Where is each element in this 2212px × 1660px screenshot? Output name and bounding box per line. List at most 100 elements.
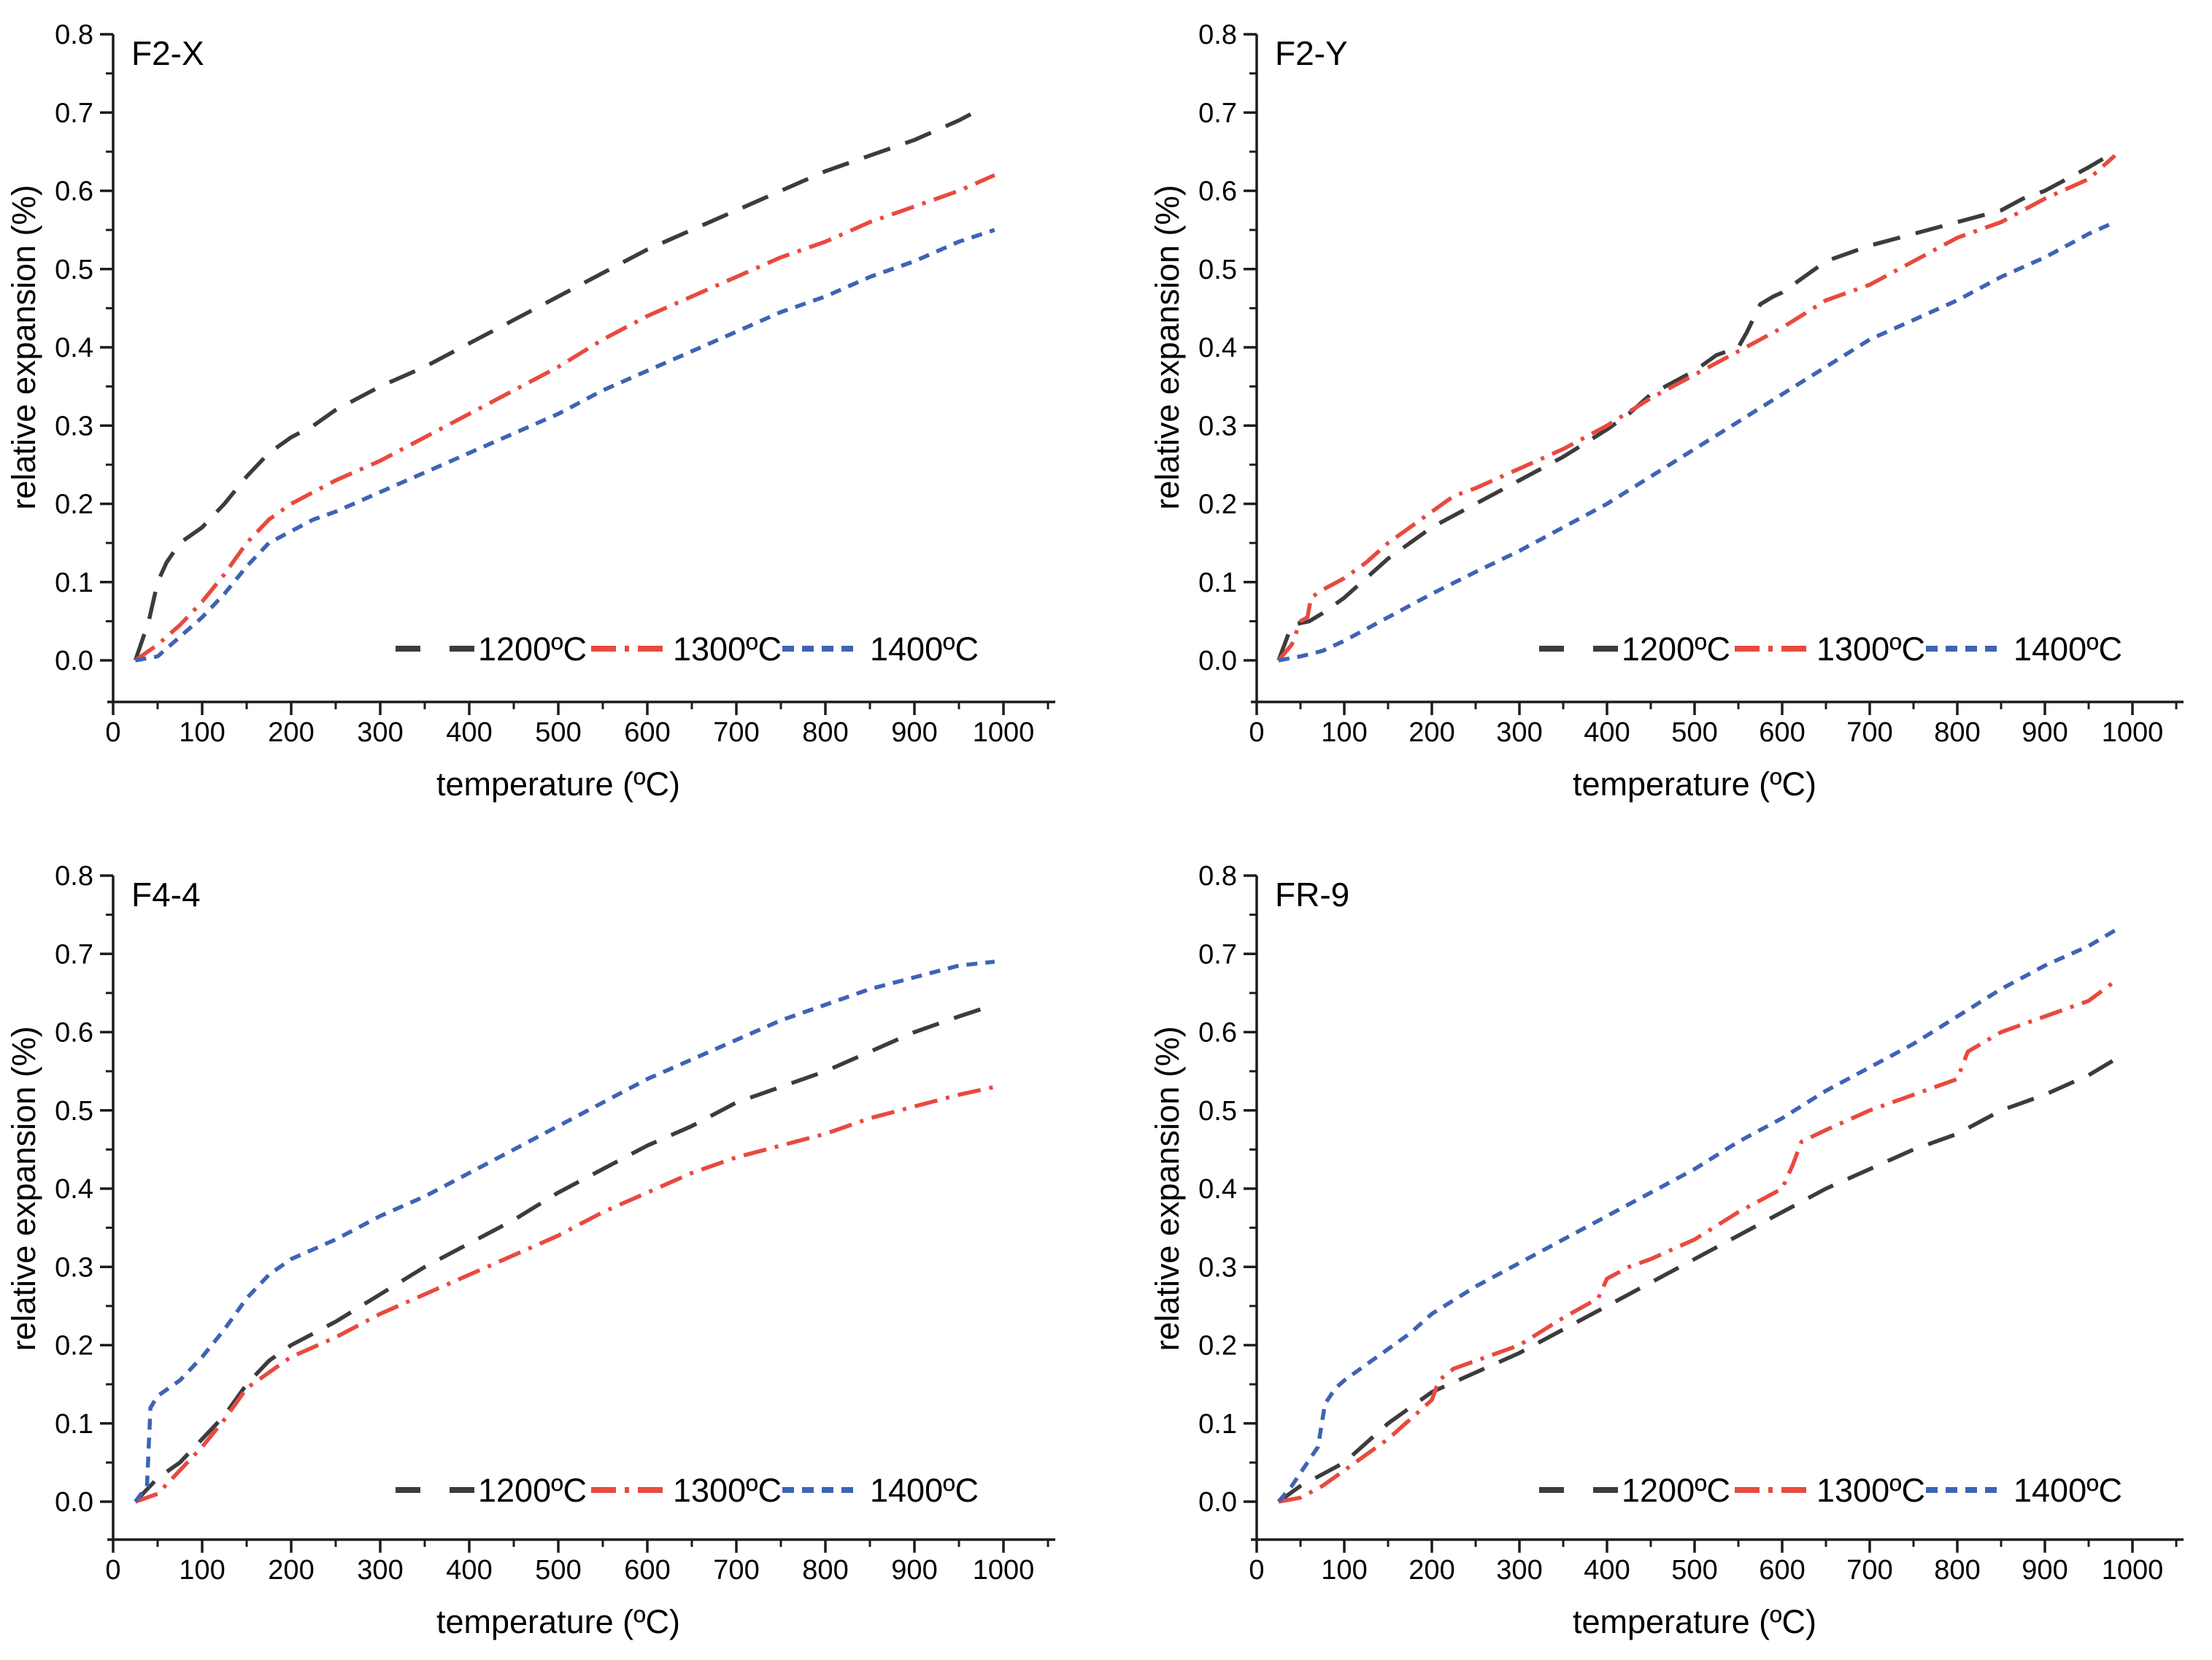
x-tick-label: 600 <box>1759 717 1805 748</box>
x-tick-label: 0 <box>1249 717 1264 748</box>
x-tick-label: 500 <box>535 717 581 748</box>
y-tick-label: 0.2 <box>55 490 93 520</box>
y-tick-label: 0.0 <box>55 646 93 676</box>
legend-label: 1400ºC <box>2013 630 2122 668</box>
y-tick-label: 0.8 <box>55 20 93 50</box>
x-axis-title: temperature (ºC) <box>436 765 680 803</box>
series-line-1400ºC <box>134 960 995 1503</box>
x-tick-label: 900 <box>2022 1555 2068 1586</box>
y-axis-title: relative expansion (%) <box>1149 1026 1186 1351</box>
axes-frame <box>1251 34 2184 703</box>
y-tick-label: 0.3 <box>1198 1252 1237 1283</box>
x-tick-label: 400 <box>1584 717 1630 748</box>
y-axis-title: relative expansion (%) <box>5 185 42 509</box>
panel-title: F4-4 <box>131 876 201 914</box>
y-tick-label: 0.3 <box>55 1252 93 1283</box>
x-tick-label: 600 <box>624 1555 670 1586</box>
y-tick-label: 0.3 <box>1198 411 1237 441</box>
chart-panel-f4-4: 0.0 0.1 0.2 0.3 0.4 0.5 0.6 0.7 0.8 0 100 200 300 400… <box>5 861 1055 1640</box>
x-tick-label: 0 <box>105 717 120 748</box>
panel-title: FR-9 <box>1275 876 1349 914</box>
y-tick-label: 0.7 <box>55 939 93 970</box>
y-tick-label: 0.7 <box>1198 98 1237 128</box>
legend-label: 1400ºC <box>870 630 979 668</box>
x-tick-label: 1000 <box>2102 1555 2164 1586</box>
y-tick-label: 0.4 <box>1198 1174 1237 1205</box>
y-tick-label: 0.5 <box>55 255 93 285</box>
x-tick-label: 800 <box>802 1555 848 1586</box>
y-tick-label: 0.6 <box>55 1018 93 1049</box>
x-tick-label: 800 <box>1934 717 1980 748</box>
y-tick-label: 0.1 <box>55 1409 93 1440</box>
x-tick-label: 300 <box>357 1555 403 1586</box>
y-tick-label: 0.0 <box>1198 646 1237 676</box>
y-tick-label: 0.1 <box>1198 568 1237 598</box>
y-tick-label: 0.6 <box>55 177 93 207</box>
series-line-1300ºC <box>1278 979 2116 1504</box>
legend-label: 1300ºC <box>673 1472 782 1509</box>
y-tick-label: 0.6 <box>1198 177 1237 207</box>
x-tick-label: 500 <box>1671 717 1717 748</box>
y-tick-label: 0.3 <box>55 411 93 441</box>
series-line-1300ºC <box>134 1084 995 1504</box>
x-tick-label: 500 <box>1671 1555 1717 1586</box>
x-tick-label: 100 <box>1321 717 1367 748</box>
y-tick-label: 0.0 <box>1198 1487 1237 1518</box>
y-axis-title: relative expansion (%) <box>1149 185 1186 509</box>
x-tick-label: 700 <box>1846 1555 1892 1586</box>
y-tick-label: 0.7 <box>1198 939 1237 970</box>
y-axis-title: relative expansion (%) <box>5 1026 42 1351</box>
legend-label: 1400ºC <box>870 1472 979 1509</box>
y-tick-label: 0.7 <box>55 98 93 128</box>
x-tick-label: 600 <box>1759 1555 1805 1586</box>
x-tick-label: 0 <box>105 1555 120 1586</box>
y-tick-label: 0.4 <box>55 333 93 363</box>
legend-label: 1400ºC <box>2013 1472 2122 1509</box>
chart-panel-f2-x: 0.0 0.1 0.2 0.3 0.4 0.5 0.6 0.7 0.8 0 100 200 300 400… <box>5 20 1055 803</box>
chart-panel-fr-9: 0.0 0.1 0.2 0.3 0.4 0.5 0.6 0.7 0.8 0 100 200 300 400… <box>1149 861 2184 1640</box>
x-tick-label: 200 <box>268 717 314 748</box>
legend-label: 1300ºC <box>1816 630 1925 668</box>
x-tick-label: 400 <box>446 1555 492 1586</box>
y-tick-label: 0.0 <box>55 1487 93 1518</box>
x-axis-title: temperature (ºC) <box>1573 1603 1816 1640</box>
x-tick-label: 700 <box>713 1555 759 1586</box>
series-line-1200ºC <box>133 107 982 661</box>
series-line-1200ºC <box>1276 150 2116 661</box>
x-tick-label: 700 <box>713 717 759 748</box>
x-tick-label: 100 <box>179 1555 225 1586</box>
legend-label: 1200ºC <box>1622 1472 1730 1509</box>
legend-label: 1200ºC <box>478 630 587 668</box>
x-tick-label: 1000 <box>973 1555 1035 1586</box>
x-tick-label: 300 <box>357 717 403 748</box>
series-line-1400ºC <box>1276 928 2116 1503</box>
legend-label: 1200ºC <box>478 1472 587 1509</box>
x-tick-label: 200 <box>1408 717 1454 748</box>
y-tick-label: 0.5 <box>55 1096 93 1127</box>
chart-panel-f2-y: 0.0 0.1 0.2 0.3 0.4 0.5 0.6 0.7 0.8 0 100 200 300 400… <box>1149 20 2184 803</box>
x-tick-label: 400 <box>1584 1555 1630 1586</box>
series-line-1400ºC <box>135 228 995 663</box>
legend-label: 1200ºC <box>1622 630 1730 668</box>
series-line-1200ºC <box>1277 1057 2116 1504</box>
axes-frame <box>107 876 1055 1541</box>
series-line-1300ºC <box>134 173 995 663</box>
x-tick-label: 600 <box>624 717 670 748</box>
x-tick-label: 200 <box>1408 1555 1454 1586</box>
x-tick-label: 800 <box>1934 1555 1980 1586</box>
x-tick-label: 700 <box>1846 717 1892 748</box>
x-tick-label: 200 <box>268 1555 314 1586</box>
x-tick-label: 900 <box>2022 717 2068 748</box>
x-tick-label: 900 <box>891 717 937 748</box>
y-tick-label: 0.8 <box>55 861 93 892</box>
y-tick-label: 0.4 <box>55 1174 93 1205</box>
y-tick-label: 0.2 <box>55 1331 93 1362</box>
x-tick-label: 1000 <box>2102 717 2164 748</box>
series-line-1400ºC <box>1278 220 2116 663</box>
x-tick-label: 0 <box>1249 1555 1264 1586</box>
x-tick-label: 100 <box>179 717 225 748</box>
x-tick-label: 1000 <box>973 717 1035 748</box>
series-line-1300ºC <box>1276 154 2116 662</box>
y-tick-label: 0.1 <box>55 568 93 598</box>
